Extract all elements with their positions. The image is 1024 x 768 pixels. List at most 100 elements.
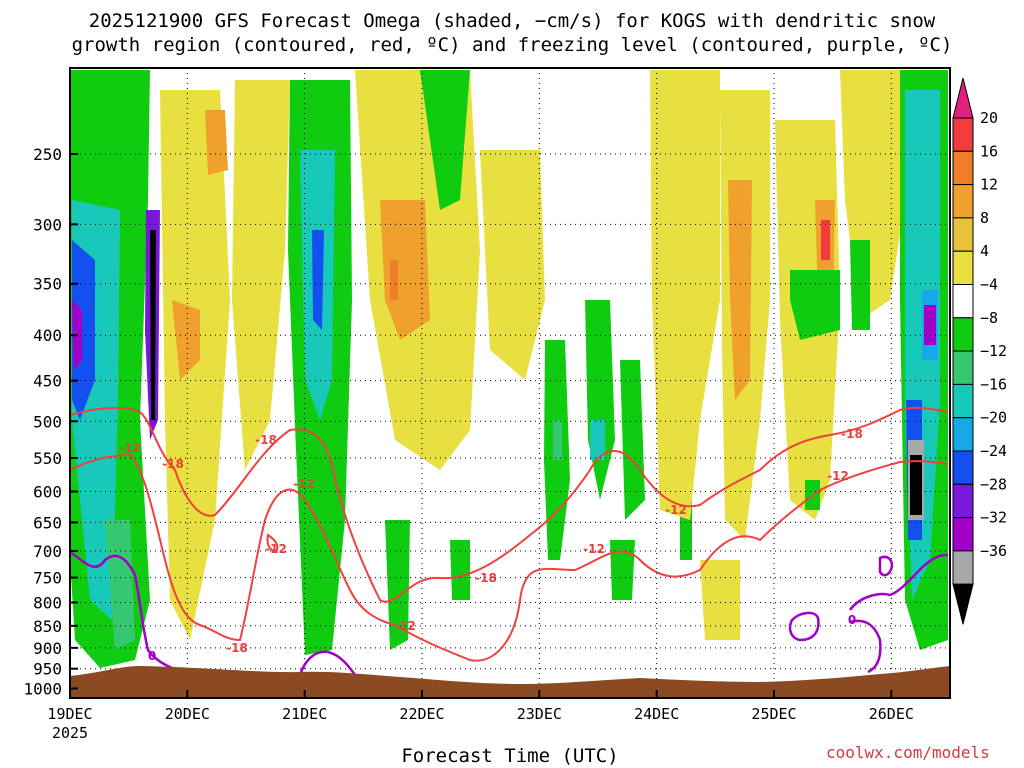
x-tick-label: 24DEC	[634, 705, 679, 723]
omega-shade-purple	[924, 305, 936, 345]
y-axis: 250 300 350 400 450 500 550 600 650 700 750 800 850 9…	[23, 145, 78, 698]
freezing-level-contour-right	[848, 553, 949, 611]
y-tick-label: 250	[33, 145, 62, 164]
omega-shade-teal	[105, 520, 135, 650]
freezing-level-contour-mid	[298, 650, 357, 676]
y-tick-label: 500	[33, 412, 62, 431]
colorbar-tick-label: −12	[980, 342, 1007, 360]
y-tick-label: 950	[33, 660, 62, 679]
colorbar-tick-label: 16	[980, 142, 998, 160]
y-tick-label: 600	[33, 483, 62, 502]
freezing-level-contour-small-loop	[878, 555, 894, 577]
dendritic-contour-label: -18	[162, 457, 184, 471]
terrain-ground	[70, 666, 950, 698]
colorbar-tick-label: −24	[980, 442, 1007, 460]
colorbar-tick-label: −20	[980, 409, 1007, 427]
x-tick-label: 23DEC	[517, 705, 562, 723]
colorbar-swatch	[952, 317, 974, 352]
colorbar-tick-label: 12	[980, 176, 998, 194]
colorbar-tick-label: −16	[980, 375, 1007, 393]
omega-shade-green	[420, 70, 470, 210]
x-year-label: 2025	[52, 724, 88, 742]
freezing-level-contour-left	[70, 550, 173, 670]
y-tick-label: 850	[33, 617, 62, 636]
y-tick-label: 700	[33, 542, 62, 561]
dendritic-contour-lower	[70, 453, 949, 662]
omega-shade-orange	[728, 180, 752, 400]
contours	[70, 406, 949, 676]
freezing-level-contour-label: 0	[848, 613, 856, 627]
omega-shade-red	[821, 220, 830, 260]
plot-frame	[69, 67, 951, 699]
omega-shade-green	[620, 360, 645, 520]
dendritic-contour-label: -18	[226, 641, 248, 655]
y-tick-label: 650	[33, 513, 62, 532]
freezing-level-contour-right-lower	[849, 619, 882, 674]
omega-shade-black-core	[910, 455, 922, 515]
colorbar-tick-label: 20	[980, 109, 998, 127]
x-tick-label: 20DEC	[165, 705, 210, 723]
colorbar-tick-label: 4	[980, 242, 989, 260]
omega-shade-yellow	[232, 80, 290, 470]
colorbar-swatch	[952, 184, 974, 219]
omega-shade-orange-red	[390, 260, 398, 300]
y-tick-label: 450	[33, 372, 62, 391]
x-tick-label: 25DEC	[751, 705, 796, 723]
dendritic-contour-label: -12	[827, 469, 849, 483]
colorbar-bottom-arrow	[952, 583, 974, 625]
dendritic-contour-upper	[70, 406, 949, 603]
omega-shade-yellow	[480, 150, 545, 380]
colorbar-tick-label: −4	[980, 276, 998, 294]
y-tick-label: 800	[33, 593, 62, 612]
chart-title-line-1: 2025121900 GFS Forecast Omega (shaded, −…	[88, 10, 936, 32]
colorbar-swatch	[952, 217, 974, 252]
colorbar-swatch	[952, 350, 974, 385]
omega-shaded-field	[70, 70, 948, 668]
freezing-level-contour-loop	[788, 611, 820, 642]
colorbar-swatch	[952, 383, 974, 419]
omega-shade-blue	[312, 230, 324, 330]
omega-shade-green	[850, 240, 870, 330]
colorbar-swatch	[952, 450, 974, 485]
contour-labels: -12 -18 -18 -12 -12 -18 -12 -12 -18 -12 -18 -12 0 0	[119, 427, 863, 663]
omega-shade-teal	[590, 420, 605, 460]
dendritic-contour-label: -12	[293, 477, 315, 491]
freezing-level-contour-label: 0	[148, 649, 156, 663]
colorbar-swatch	[952, 417, 974, 452]
x-axis: 19DEC 20DEC 21DEC 22DEC 23DEC 24DEC 25DEC 26DEC…	[47, 690, 914, 742]
x-tick-label: 22DEC	[399, 705, 444, 723]
omega-shade-green	[610, 540, 635, 600]
colorbar: 20 16 12 8 4 −4 −8 −12 −16 −20 −24 −28 −32 −36	[952, 77, 1007, 625]
chart-title-line-2: growth region (contoured, red, ºC) and f…	[71, 34, 953, 56]
omega-shade-blue	[72, 240, 95, 420]
dendritic-contour-label: -18	[475, 571, 497, 585]
y-tick-label: 550	[33, 449, 62, 468]
colorbar-tick-label: 8	[980, 209, 989, 227]
colorbar-tick-label: −28	[980, 475, 1007, 493]
colorbar-tick-label: −32	[980, 509, 1007, 527]
dendritic-contour-label: -12	[265, 542, 287, 556]
omega-shade-orange	[380, 200, 430, 340]
omega-shade-orange	[172, 300, 200, 380]
colorbar-swatch	[952, 284, 974, 319]
colorbar-swatch	[952, 517, 974, 552]
y-tick-label: 900	[33, 639, 62, 658]
colorbar-swatch	[952, 250, 974, 285]
colorbar-swatch	[952, 483, 974, 519]
y-tick-label: 750	[33, 569, 62, 588]
colorbar-tick-label: −36	[980, 542, 1007, 560]
omega-shade-teal	[553, 420, 562, 460]
omega-shade-green	[450, 540, 470, 600]
x-tick-label: 19DEC	[47, 705, 92, 723]
y-tick-label: 400	[33, 326, 62, 345]
omega-shade-black-core	[150, 230, 156, 420]
colorbar-swatch	[952, 550, 974, 585]
colorbar-top-arrow	[952, 77, 974, 119]
dendritic-contour-label: -12	[394, 619, 416, 633]
omega-shade-yellow	[650, 70, 720, 520]
omega-shade-green	[790, 270, 840, 340]
x-axis-label: Forecast Time (UTC)	[401, 745, 619, 767]
source-credit: coolwx.com/models	[826, 743, 990, 762]
dendritic-contour-label: -12	[119, 441, 141, 455]
